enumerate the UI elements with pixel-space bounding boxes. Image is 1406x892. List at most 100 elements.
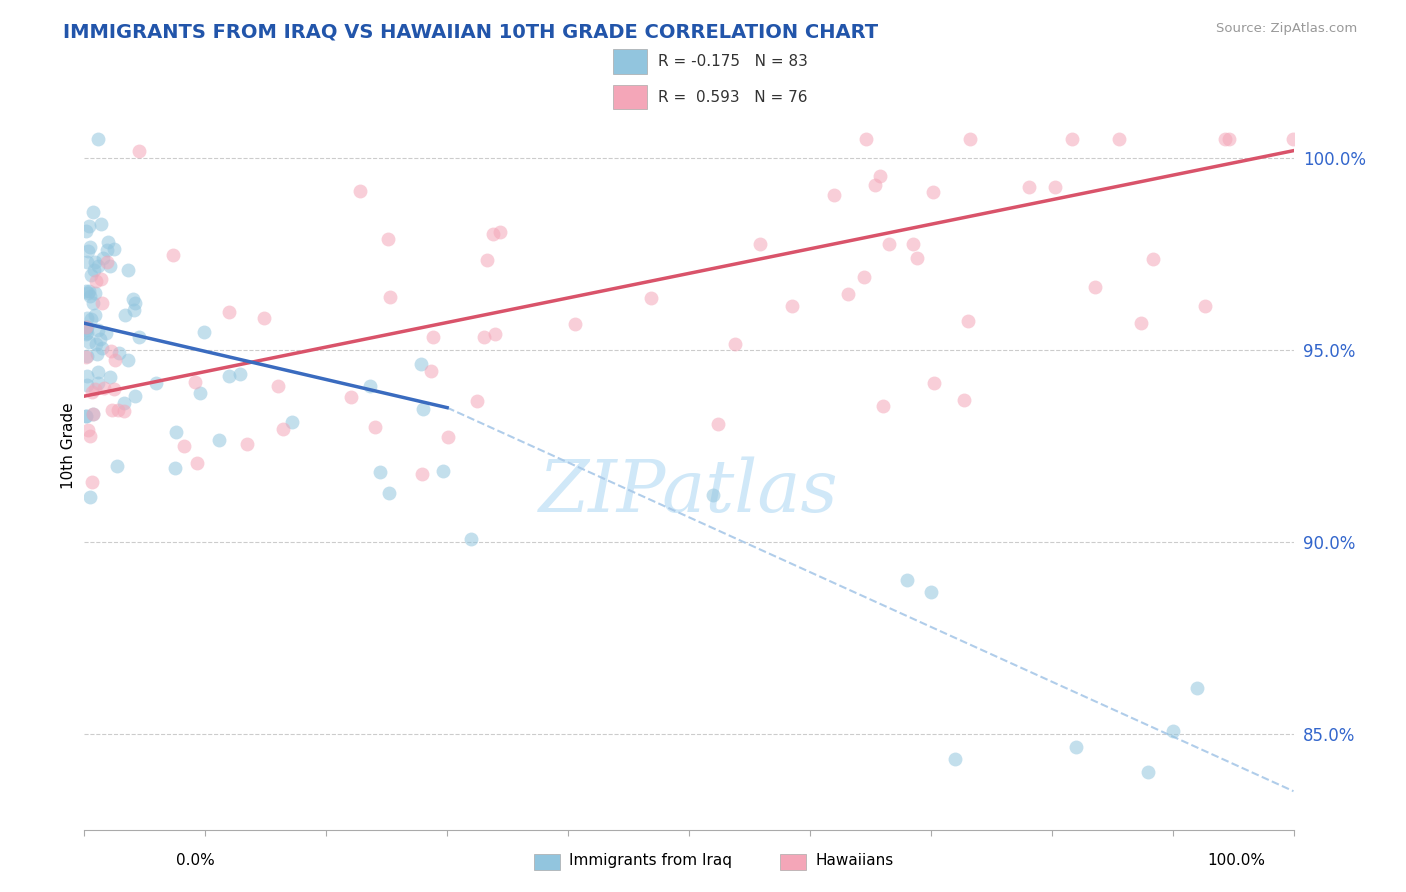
Point [640,291,662,305]
Point [83,308,105,322]
Point [103,382,125,396]
Y-axis label: 10th Grade: 10th Grade [60,402,76,490]
Point [229,367,252,381]
Point [437,430,460,444]
Point [1108,132,1130,146]
Point [84,285,107,300]
Point [1142,252,1164,266]
Point [186,456,208,470]
Point [75,319,97,334]
Text: 0.0%: 0.0% [176,854,215,868]
Point [920,584,942,599]
Point [1043,180,1066,194]
Point [363,420,385,434]
Point [93,381,115,395]
Point [76,377,98,392]
Point [83,262,105,277]
Point [162,248,184,262]
Point [86,323,108,337]
Point [1129,316,1152,330]
Point [956,314,979,328]
Text: R = -0.175   N = 83: R = -0.175 N = 83 [658,54,808,69]
Point [80,312,103,326]
Point [86,376,108,390]
Point [1137,765,1160,780]
Point [872,399,894,413]
Point [75,224,97,238]
Point [281,415,304,429]
Point [112,404,135,418]
Point [349,184,371,198]
Point [117,263,139,277]
Text: 100.0%: 100.0% [1208,854,1265,868]
Point [117,353,139,368]
Point [460,532,482,546]
Point [1185,681,1208,695]
Point [76,326,98,340]
Point [879,237,901,252]
Point [114,308,136,322]
Point [100,369,122,384]
Point [823,188,845,202]
Point [79,491,101,505]
Point [145,376,167,391]
Point [96,255,118,269]
Point [193,325,215,339]
Point [1218,132,1240,146]
Point [79,334,101,349]
Point [780,299,803,313]
Point [564,318,586,332]
Point [1018,179,1040,194]
Point [86,347,108,361]
Bar [613,49,647,74]
Point [475,253,498,268]
Point [1084,280,1107,294]
Point [905,252,928,266]
Point [75,320,97,334]
Text: Immigrants from Iraq: Immigrants from Iraq [569,854,733,868]
Point [93,252,115,266]
Point [100,344,122,359]
Point [409,357,432,371]
Point [339,390,361,404]
Point [112,396,135,410]
Point [75,409,97,424]
Point [724,337,747,351]
Point [953,392,976,407]
Point [84,254,107,268]
Point [869,169,891,184]
Text: IMMIGRANTS FROM IRAQ VS HAWAIIAN 10TH GRADE CORRELATION CHART: IMMIGRANTS FROM IRAQ VS HAWAIIAN 10TH GR… [63,22,879,41]
Point [173,439,195,453]
Point [86,274,108,288]
Bar [613,85,647,109]
Text: Hawaiians: Hawaiians [815,854,894,868]
Point [943,752,966,766]
Point [76,423,98,437]
Point [80,475,103,489]
Point [84,382,107,396]
Point [380,290,402,304]
Point [1194,299,1216,313]
Point [235,437,257,451]
Point [82,407,104,421]
Point [82,407,104,421]
Point [107,402,129,417]
Point [472,329,495,343]
Point [79,289,101,303]
Point [412,401,434,416]
Point [86,259,108,273]
Point [707,417,730,432]
Point [76,349,98,363]
Point [368,465,391,479]
Point [75,326,97,341]
Point [128,330,150,344]
Point [103,242,125,256]
Point [75,409,97,423]
Point [97,235,120,250]
Text: ZIPatlas: ZIPatlas [538,457,839,527]
Point [90,218,112,232]
Point [75,284,97,298]
Point [122,303,145,318]
Point [489,225,512,239]
Point [124,389,146,403]
